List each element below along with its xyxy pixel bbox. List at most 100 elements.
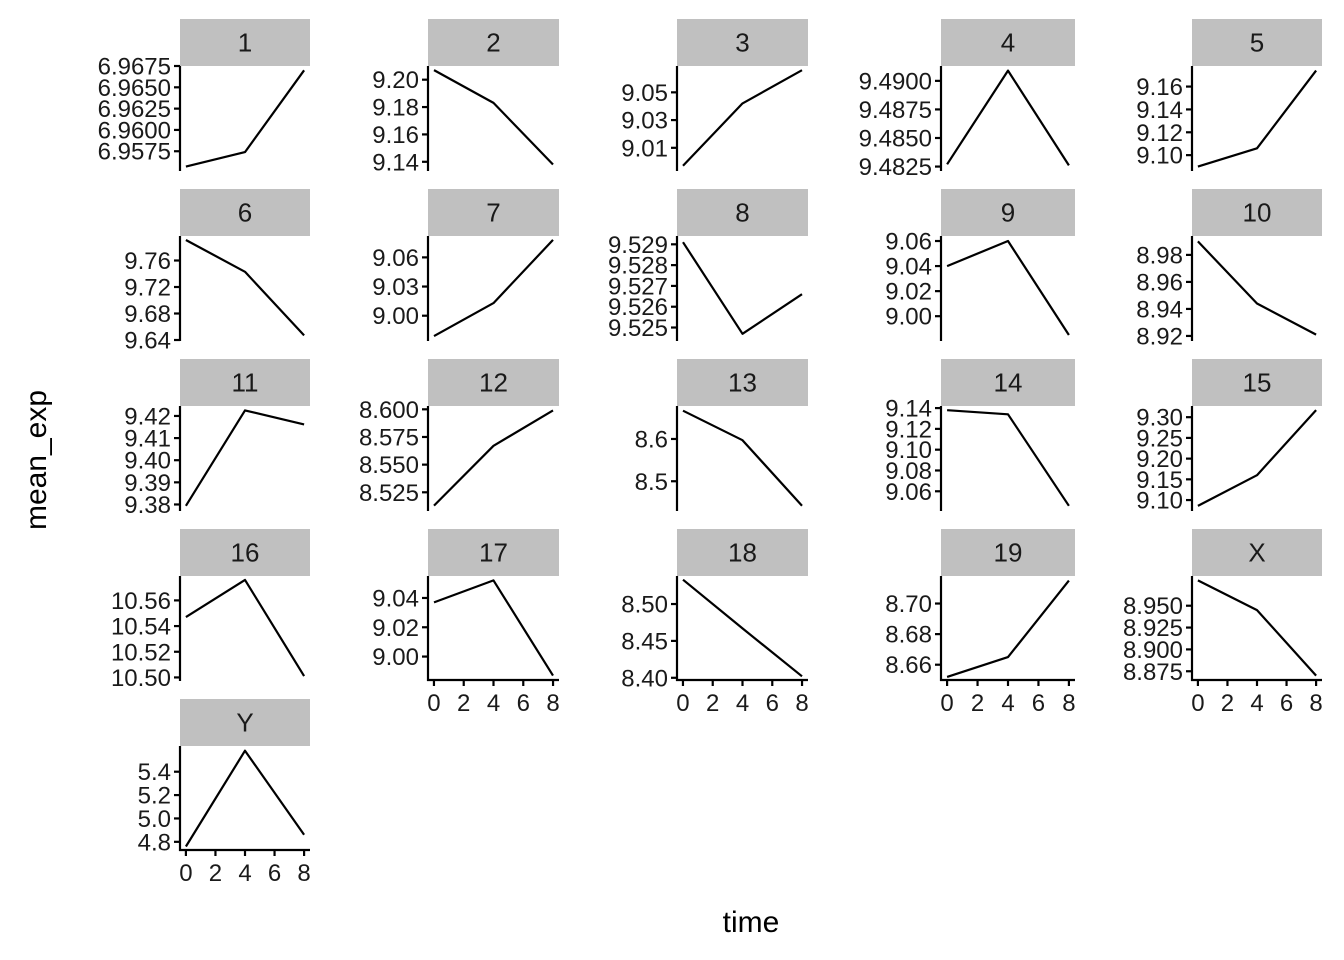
- facet-strip-label: 7: [486, 198, 500, 228]
- x-tick-label: 6: [766, 690, 779, 717]
- x-tick-label: 4: [1001, 690, 1014, 717]
- y-tick-label: 9.00: [885, 304, 932, 331]
- y-tick-label: 10.56: [111, 588, 171, 615]
- y-tick-label: 5.4: [138, 759, 171, 786]
- facet-panels: 16.95756.96006.96256.96506.967529.149.16…: [98, 19, 1323, 887]
- y-tick-label: 9.10: [1136, 488, 1183, 515]
- series-line: [682, 241, 803, 335]
- facet-strip: [1192, 19, 1322, 66]
- y-tick-label: 6.9625: [98, 96, 171, 123]
- facet-strip: [941, 529, 1075, 576]
- series-line: [946, 69, 1070, 166]
- facet-panel-7: 7 9.009.039.06: [372, 189, 559, 341]
- y-tick-label: 8.6: [635, 426, 668, 453]
- y-tick-label: 9.16: [372, 122, 419, 149]
- y-tick-label: 9.528: [608, 253, 668, 280]
- facet-strip-label: 3: [735, 28, 749, 58]
- facet-strip-label: 18: [728, 538, 757, 568]
- y-tick-label: 4.8: [138, 829, 171, 856]
- y-tick-label: 8.950: [1123, 593, 1183, 620]
- y-tick-label: 9.4875: [859, 97, 932, 124]
- x-tick-label: 2: [457, 690, 470, 717]
- facet-strip-label: 9: [1001, 198, 1015, 228]
- x-tick-label: 2: [1221, 690, 1234, 717]
- facet-strip: [941, 189, 1075, 236]
- x-tick-label: 4: [1250, 690, 1263, 717]
- y-tick-label: 8.525: [359, 480, 419, 507]
- y-tick-label: 5.2: [138, 783, 171, 810]
- y-tick-label: 9.14: [1136, 97, 1183, 124]
- facet-strip-label: 11: [232, 368, 259, 398]
- x-tick-label: 4: [736, 690, 749, 717]
- y-tick-label: 8.94: [1136, 296, 1183, 323]
- x-tick-label: 4: [238, 860, 251, 887]
- series-line: [184, 749, 306, 848]
- facet-panel-17: 17 9.009.02 9.04 0 2 4 6 8: [372, 529, 560, 717]
- y-tick-label: 9.25: [1136, 425, 1183, 452]
- series-line: [433, 239, 554, 338]
- y-tick-label: 9.06: [885, 479, 932, 506]
- y-tick-label: 9.15: [1136, 467, 1183, 494]
- facet-strip-label: 8: [735, 198, 749, 228]
- facet-strip-label: 6: [238, 198, 252, 228]
- y-tick-label: 6.9575: [98, 139, 171, 166]
- facet-panel-6: 6 9.649.689.729.76: [124, 189, 310, 355]
- series-line: [1197, 240, 1317, 336]
- facet-strip-label: 4: [1001, 28, 1015, 58]
- x-tick-label: 8: [297, 860, 310, 887]
- y-tick-label: 9.00: [372, 644, 419, 671]
- y-tick-label: 9.08: [885, 458, 932, 485]
- y-tick-label: 9.20: [372, 67, 419, 94]
- y-tick-label: 9.01: [621, 135, 668, 162]
- y-tick-label: 8.900: [1123, 637, 1183, 664]
- x-tick-label: 0: [179, 860, 192, 887]
- series-line: [184, 409, 305, 507]
- facet-strip: [180, 19, 310, 66]
- facet-panel-14: 14 9.069.089.109.129.14: [885, 359, 1075, 511]
- x-tick-label: 8: [546, 690, 559, 717]
- y-tick-label: 9.12: [1136, 120, 1183, 147]
- x-tick-label: 8: [1062, 690, 1075, 717]
- facet-panel-Y: Y 4.85.05.25.4 0 2 4 6 8: [138, 699, 311, 887]
- y-tick-label: 9.68: [124, 301, 171, 328]
- y-tick-label: 9.76: [124, 248, 171, 275]
- facet-strip-label: 19: [994, 538, 1023, 568]
- facet-strip: [428, 529, 559, 576]
- x-tick-label: 2: [706, 690, 719, 717]
- facet-panel-3: 3 9.019.039.05: [621, 19, 808, 171]
- facet-panel-11: 11 9.389.399.409.419.42: [124, 359, 310, 519]
- y-tick-label: 9.4850: [859, 126, 932, 153]
- facet-strip-label: 12: [479, 368, 508, 398]
- x-tick-label: 8: [1309, 690, 1322, 717]
- series-line: [682, 69, 803, 167]
- facet-strip: [941, 359, 1075, 406]
- x-tick-label: 4: [487, 690, 500, 717]
- series-line: [185, 239, 305, 337]
- y-tick-label: 9.64: [124, 328, 171, 355]
- y-tick-label: 9.12: [885, 416, 932, 443]
- facet-panel-15: 15 9.109.159.209.259.30: [1136, 359, 1322, 515]
- y-tick-label: 9.72: [124, 275, 171, 302]
- y-tick-label: 9.4900: [859, 68, 932, 95]
- y-tick-label: 10.52: [111, 639, 171, 666]
- y-tick-label: 9.39: [124, 470, 171, 497]
- y-tick-label: 6.9650: [98, 75, 171, 102]
- y-tick-label: 9.16: [1136, 74, 1183, 101]
- facet-panel-13: 13 8.5 8.6: [635, 359, 808, 511]
- y-tick-label: 8.92: [1136, 323, 1183, 350]
- y-tick-label: 8.575: [359, 424, 419, 451]
- facet-strip-label: 13: [728, 368, 757, 398]
- y-tick-label: 8.70: [885, 591, 932, 618]
- y-tick-label: 8.50: [621, 592, 668, 619]
- series-line: [682, 578, 803, 678]
- y-tick-label: 9.03: [372, 274, 419, 301]
- y-tick-label: 9.10: [885, 437, 932, 464]
- y-tick-label: 9.04: [372, 585, 419, 612]
- facet-panel-18: 18 8.40 8.45 8.50 0 2 4 6 8: [621, 529, 809, 717]
- y-tick-label: 9.10: [1136, 143, 1183, 170]
